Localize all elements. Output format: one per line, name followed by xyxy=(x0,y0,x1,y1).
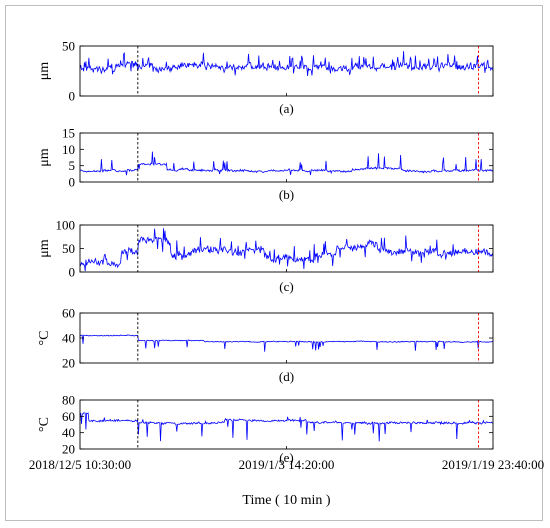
y-tick-label: 100 xyxy=(56,218,76,233)
series-line xyxy=(79,51,494,77)
panel-a: 0 50 μm (a) xyxy=(37,39,494,116)
panel-label: (a) xyxy=(279,101,293,116)
plot-box xyxy=(79,312,494,364)
y-tick-label: 50 xyxy=(62,39,75,54)
panel-label: (c) xyxy=(279,279,293,294)
y-axis-label: μm xyxy=(37,239,52,258)
plot-box xyxy=(79,45,494,97)
panel-d: 20 40 60 °C (d) xyxy=(37,306,494,384)
series-line xyxy=(79,151,494,176)
y-axis-label: °C xyxy=(37,331,52,346)
series-line xyxy=(79,228,494,272)
y-axis-label: μm xyxy=(37,62,52,81)
y-axis-label: μm xyxy=(37,148,52,167)
panel-label: (b) xyxy=(279,187,294,202)
panel-c: 0 50 100 μm (c) xyxy=(37,218,494,294)
y-tick-label: 50 xyxy=(62,241,75,256)
y-axis-label: °C xyxy=(37,417,52,432)
y-tick-label: 10 xyxy=(62,142,75,157)
y-tick-label: 15 xyxy=(62,126,75,141)
x-axis-label: Time ( 10 min ) xyxy=(242,493,330,508)
y-tick-label: 20 xyxy=(62,442,75,457)
y-tick-label: 5 xyxy=(69,158,76,173)
y-tick-label: 0 xyxy=(69,175,76,190)
y-tick-label: 60 xyxy=(62,409,75,424)
series-line xyxy=(79,334,493,352)
y-tick-label: 0 xyxy=(69,89,76,104)
y-tick-label: 40 xyxy=(62,425,75,440)
x-tick-label: 2019/1/3 14:20:00 xyxy=(239,457,335,472)
series-line xyxy=(79,412,494,442)
y-tick-label: 40 xyxy=(62,331,75,346)
plot-box xyxy=(79,399,494,450)
plot-box xyxy=(79,132,494,183)
y-tick-label: 80 xyxy=(62,393,75,408)
y-tick-label: 0 xyxy=(69,265,76,280)
x-tick-label: 2018/12/5 10:30:00 xyxy=(29,457,131,472)
panel-label: (e) xyxy=(279,450,293,465)
y-tick-label: 60 xyxy=(62,306,75,321)
plot-box xyxy=(79,224,494,273)
figure-frame xyxy=(5,5,543,521)
y-tick-label: 20 xyxy=(62,356,75,371)
panel-label: (d) xyxy=(279,369,294,384)
x-tick-label: 2019/1/19 23:40:00 xyxy=(442,457,544,472)
